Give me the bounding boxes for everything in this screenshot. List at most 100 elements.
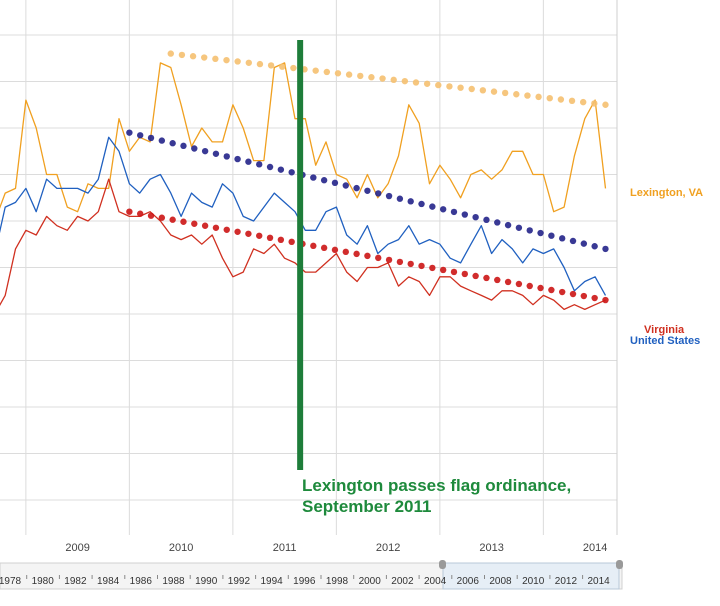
trend-line-united-states-dot — [504, 221, 512, 229]
trend-line-united-states-dot — [191, 145, 198, 152]
trend-line-virginia-dot — [353, 250, 360, 258]
trend-line-united-states-dot — [375, 190, 382, 197]
trend-line-united-states-dot — [407, 198, 414, 205]
x-tick-label: 2009 — [65, 542, 89, 554]
trend-line-virginia-dot — [136, 210, 144, 217]
trend-line-lexington-dot — [591, 100, 598, 107]
trend-line-lexington-dot — [490, 88, 498, 95]
navigator-label: 1986 — [130, 576, 153, 587]
trend-line-virginia-dot — [320, 244, 328, 252]
trend-line-united-states-dot — [126, 129, 133, 136]
trend-line-united-states-dot — [353, 184, 360, 192]
trend-line-virginia-dot — [569, 290, 577, 298]
trend-line-united-states-dot — [461, 211, 469, 218]
trend-line-united-states-dot — [537, 229, 544, 237]
trend-line-virginia-dot — [602, 296, 609, 304]
trend-line-lexington-dot — [312, 67, 319, 74]
series-line-virginia — [0, 178, 606, 311]
trend-line-lexington-dot — [167, 50, 174, 57]
trend-line-united-states-dot — [515, 224, 523, 231]
trend-line-lexington-dot — [457, 84, 464, 91]
trend-line-virginia-dot — [450, 268, 458, 276]
trend-line-lexington-dot — [435, 81, 442, 89]
ordinance-annotation: Lexington passes flag ordinance, Septemb… — [302, 476, 572, 516]
x-tick-label: 2011 — [273, 542, 297, 554]
trend-line-lexington-dot — [357, 72, 364, 80]
trend-line-virginia-dot — [580, 292, 588, 300]
navigator-label: 1994 — [260, 576, 283, 587]
trend-line-united-states-dot — [266, 163, 274, 171]
x-tick-label: 2010 — [169, 542, 193, 554]
legend-lexington: Lexington, VA — [630, 187, 704, 199]
trend-line-lexington-dot — [568, 97, 576, 105]
legend-united-states: United States — [630, 335, 701, 347]
trend-line-virginia-dot — [504, 278, 512, 286]
trend-line-virginia-dot — [494, 276, 501, 284]
trend-line-lexington-dot — [379, 75, 386, 82]
trend-line-virginia-dot — [591, 294, 598, 302]
trend-line-virginia-dot — [201, 222, 209, 229]
trend-line-lexington-dot — [602, 101, 609, 108]
trend-line-lexington-dot — [524, 92, 531, 99]
trend-line-united-states-dot — [591, 243, 598, 250]
trend-line-united-states-dot — [569, 237, 577, 245]
trend-line-virginia-dot — [396, 258, 404, 266]
navigator-label: 1978 — [0, 576, 22, 587]
trend-line-virginia-dot — [147, 212, 155, 219]
trend-line-united-states-dot — [450, 208, 458, 216]
trend-line-united-states-dot — [385, 192, 393, 200]
trend-line-united-states-dot — [277, 166, 285, 173]
trend-line-virginia-dot — [245, 230, 252, 237]
trend-line-lexington-dot — [390, 76, 397, 84]
trend-line-lexington-dot — [212, 55, 219, 63]
trend-line-united-states-dot — [439, 206, 447, 213]
trend-line-virginia-dot — [439, 266, 447, 274]
navigator-label: 2014 — [587, 576, 610, 587]
navigator-right-handle — [616, 560, 623, 569]
trend-line-united-states-dot — [223, 153, 230, 160]
navigator-label: 2012 — [555, 576, 578, 587]
trend-line-lexington-dot — [256, 60, 264, 68]
trend-line-virginia-dot — [385, 256, 393, 264]
trend-line-virginia-dot — [526, 282, 533, 290]
navigator-label: 1988 — [162, 576, 185, 587]
trend-line-virginia-dot — [429, 264, 436, 272]
navigator-label: 1996 — [293, 576, 316, 587]
trend-line-virginia-dot — [407, 260, 414, 268]
trend-line-united-states-dot — [364, 187, 371, 194]
trend-line-lexington-dot — [446, 83, 453, 90]
navigator-left-handle — [439, 560, 446, 569]
trend-line-united-states-dot — [418, 200, 425, 208]
x-tick-label: 2012 — [376, 542, 400, 554]
trend-line-lexington-dot — [557, 96, 565, 103]
trend-line-united-states-dot — [169, 140, 176, 147]
navigator-selection — [442, 562, 620, 590]
trend-line-lexington-dot — [279, 63, 286, 70]
trend-line-united-states-dot — [472, 213, 479, 221]
navigator-label: 2002 — [391, 576, 414, 587]
trend-line-virginia-dot — [256, 232, 263, 239]
trend-line-united-states-dot — [429, 203, 436, 210]
trend-line-virginia-dot — [472, 272, 479, 280]
trend-line-lexington-dot — [323, 68, 331, 76]
trend-line-united-states-dot — [310, 174, 317, 181]
trend-line-lexington-dot — [546, 94, 553, 102]
trend-line-united-states-dot — [256, 161, 263, 168]
trend-line-united-states-dot — [342, 182, 349, 189]
trend-line-lexington-dot — [234, 58, 241, 65]
trend-line-united-states-dot — [494, 219, 501, 226]
trend-line-virginia-dot — [126, 208, 133, 215]
x-tick-label: 2013 — [479, 542, 503, 554]
trend-line-united-states-dot — [212, 150, 220, 157]
trend-line-lexington-dot — [423, 80, 431, 87]
trend-line-united-states-dot — [245, 158, 252, 165]
trend-line-lexington-dot — [535, 93, 542, 101]
trend-line-united-states-dot — [234, 155, 241, 163]
trend-line-lexington-dot — [513, 91, 520, 98]
trend-line-united-states-dot — [331, 179, 339, 187]
trend-line-lexington-dot — [501, 89, 509, 97]
navigator-label: 2010 — [522, 576, 545, 587]
trend-line-lexington-dot — [189, 53, 197, 60]
trend-line-lexington-dot — [479, 87, 487, 94]
